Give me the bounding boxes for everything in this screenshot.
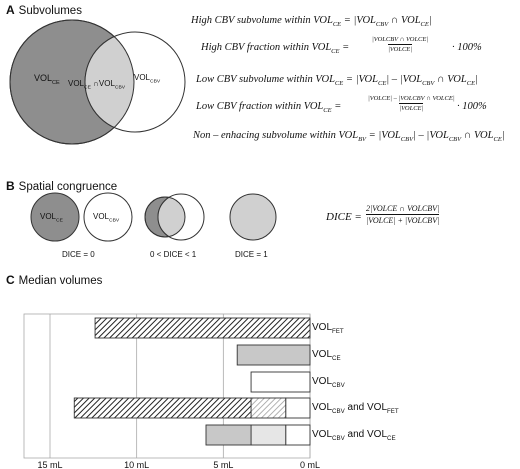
dice0-ce-label: VOLCE bbox=[40, 212, 63, 224]
formula-non-enhancing-subvolume: Non – enhacing subvolume within VOLBV = … bbox=[193, 130, 505, 144]
bar-segment bbox=[250, 371, 311, 393]
venn-intersection bbox=[84, 31, 134, 133]
row-label: VOLCBV and VOLFET bbox=[312, 402, 399, 415]
dice-formula-lhs: DICE = bbox=[326, 211, 362, 223]
x-tick-label: 15 mL bbox=[37, 460, 63, 469]
dice0-cbv-circle bbox=[83, 192, 133, 242]
formula-low-cbv-fraction-ratio: |VOLCE| – |VOLCBV ∩ VOLCE| |VOLCE| bbox=[368, 95, 455, 112]
x-tick-label: 5 mL bbox=[213, 460, 234, 469]
venn-left-label: VOLCE bbox=[34, 73, 60, 86]
venn-right-label: VOLCBV bbox=[134, 73, 161, 85]
bar-segment bbox=[73, 397, 252, 419]
bar-segment bbox=[94, 317, 311, 339]
bar-segment bbox=[250, 397, 287, 419]
bar-segment bbox=[250, 424, 287, 446]
median-volumes-chart bbox=[23, 313, 311, 459]
formula-low-cbv-fraction: Low CBV fraction within VOLCE = bbox=[196, 101, 342, 115]
dice0-cbv-label: VOLCBV bbox=[93, 212, 120, 224]
dicemid-intersection bbox=[157, 197, 185, 237]
formula-high-cbv-fraction: High CBV fraction within VOLCE = bbox=[201, 42, 350, 56]
x-tick-label: 0 mL bbox=[299, 460, 321, 469]
dice0-caption: DICE = 0 bbox=[62, 250, 95, 259]
formula-high-cbv-fraction-tail: · 100% bbox=[452, 42, 482, 53]
formula-low-cbv-fraction-tail: · 100% bbox=[457, 101, 487, 112]
bar-segment bbox=[285, 424, 311, 446]
row-label: VOLCE bbox=[312, 349, 341, 362]
bar-segment bbox=[285, 397, 311, 419]
section-c-heading: C Median volumes bbox=[6, 273, 103, 287]
venn-center-label: VOLCE ∩VOLCBV bbox=[68, 79, 126, 91]
row-label: VOLFET bbox=[312, 322, 344, 335]
formula-high-cbv-subvolume: High CBV subvolume within VOLCE = |VOLCB… bbox=[191, 15, 432, 29]
dice0-ce-circle bbox=[30, 192, 80, 242]
formula-high-cbv-fraction-ratio: |VOLCBV ∩ VOLCE| |VOLCE| bbox=[372, 36, 429, 53]
dice1-circle bbox=[229, 193, 277, 241]
dice-formula-ratio: 2|VOLCE ∩ VOLCBV| |VOLCE| + |VOLCBV| bbox=[366, 204, 440, 225]
section-a-heading: A Subvolumes bbox=[6, 3, 82, 17]
x-tick-label: 10 mL bbox=[124, 460, 150, 469]
formula-low-cbv-subvolume: Low CBV subvolume within VOLCE = |VOLCE|… bbox=[196, 74, 478, 88]
section-b-heading: B Spatial congruence bbox=[6, 179, 118, 193]
dice1-caption: DICE = 1 bbox=[235, 250, 268, 259]
row-label: VOLCBV bbox=[312, 376, 345, 389]
bar-segment bbox=[236, 344, 311, 366]
dicemid-caption: 0 < DICE < 1 bbox=[150, 250, 197, 259]
bar-segment bbox=[205, 424, 252, 446]
row-label: VOLCBV and VOLCE bbox=[312, 429, 396, 442]
